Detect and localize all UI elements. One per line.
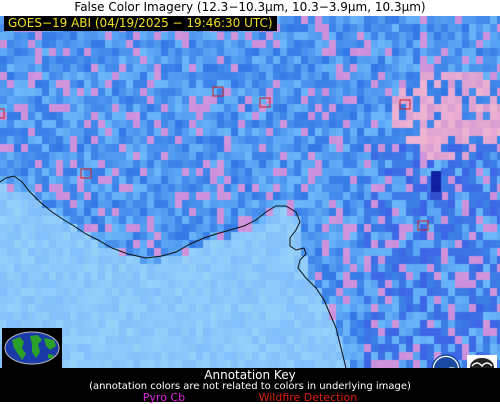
wildfire-detection-marker[interactable] bbox=[259, 97, 271, 108]
wildfire-detection-marker[interactable] bbox=[0, 108, 5, 119]
wildfire-detection-marker[interactable] bbox=[417, 220, 429, 231]
earth-globe-icon bbox=[2, 328, 62, 368]
annotation-key-title: Annotation Key bbox=[204, 368, 296, 382]
satellite-image-panel: GOES−19 ABI (04/19/2025 − 19:46:30 UTC) bbox=[0, 16, 500, 368]
timestamp-label: GOES−19 ABI (04/19/2025 − 19:46:30 UTC) bbox=[4, 16, 277, 31]
coastline bbox=[0, 175, 347, 368]
pyro-cb-legend: Pyro Cb bbox=[142, 391, 186, 404]
wildfire-detection-marker[interactable] bbox=[80, 168, 92, 179]
wildfire-detection-marker[interactable] bbox=[399, 99, 411, 110]
annotation-key-subtitle: (annotation colors are not related to co… bbox=[89, 381, 411, 392]
imagery-title: False Color Imagery (12.3−10.3μm, 10.3−3… bbox=[0, 0, 500, 16]
noaa-logo-icon bbox=[430, 354, 462, 368]
cimss-logo-icon bbox=[466, 354, 498, 368]
wildfire-detections bbox=[0, 86, 429, 231]
satellite-image bbox=[0, 16, 500, 368]
wildfire-detection-legend: Wildfire Detection bbox=[258, 391, 358, 404]
overlay-layer bbox=[0, 86, 429, 368]
wildfire-detection-marker[interactable] bbox=[212, 86, 224, 97]
annotation-key: Annotation Key (annotation colors are no… bbox=[0, 368, 500, 404]
